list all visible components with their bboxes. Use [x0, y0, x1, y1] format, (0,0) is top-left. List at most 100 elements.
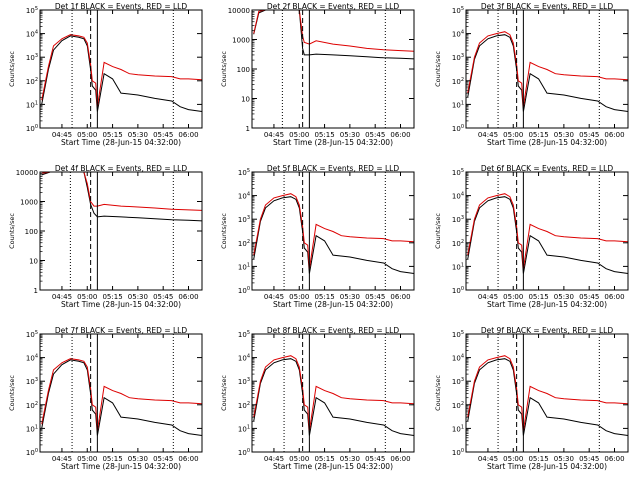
panel-title: Det 8f BLACK = Events, RED = LLD — [267, 326, 400, 335]
x-axis-label: Start Time (28-Jun-15 04:32:00) — [61, 300, 181, 309]
plot-frame — [251, 171, 415, 291]
x-tick-label: 05:00 — [503, 455, 523, 463]
y-tick-label: 1 — [246, 125, 250, 133]
x-tick-label: 05:15 — [102, 293, 122, 301]
x-tick-label: 04:45 — [52, 455, 72, 463]
panel-title: Det 3f BLACK = Events, RED = LLD — [481, 2, 614, 11]
y-axis-label: Counts/sec — [8, 375, 16, 411]
x-tick-label: 05:45 — [153, 293, 173, 301]
y-tick-label: 100 — [238, 448, 250, 457]
y-tick-label: 101 — [26, 100, 38, 109]
x-tick-label: 04:45 — [264, 455, 284, 463]
y-tick-label: 100 — [26, 124, 38, 133]
plot-frame — [39, 171, 203, 291]
x-tick-label: 05:30 — [128, 131, 148, 139]
y-tick-label: 102 — [26, 77, 38, 86]
y-tick-label: 102 — [26, 401, 38, 410]
x-axis-label: Start Time (28-Jun-15 04:32:00) — [487, 462, 607, 471]
y-tick-label: 101 — [238, 424, 250, 433]
x-axis-label: Start Time (28-Jun-15 04:32:00) — [273, 300, 393, 309]
series-line-lld — [41, 358, 203, 431]
x-tick-label: 05:15 — [528, 131, 548, 139]
plot-frame — [465, 333, 629, 453]
series-line-events — [253, 358, 415, 436]
x-tick-label: 04:45 — [264, 131, 284, 139]
y-tick-label: 104 — [238, 192, 250, 201]
y-axis-label: Counts/sec — [220, 213, 228, 249]
x-tick-label: 06:00 — [390, 455, 410, 463]
y-tick-label: 100 — [452, 124, 464, 133]
chart-panel-3: 04:45 05:00 05:15 05:30 05:45 06:00 100 101 102 1… — [434, 2, 629, 147]
y-tick-label: 102 — [452, 77, 464, 86]
panel-title: Det 2f BLACK = Events, RED = LLD — [267, 2, 400, 11]
chart-panel-6: 04:45 05:00 05:15 05:30 05:45 06:00 100 101 102 1… — [434, 164, 629, 309]
x-tick-label: 05:30 — [554, 131, 574, 139]
y-tick-label: 105 — [26, 330, 38, 339]
x-tick-label: 06:00 — [178, 293, 198, 301]
plot-frame — [39, 333, 203, 453]
y-tick-label: 105 — [238, 330, 250, 339]
y-tick-label: 103 — [26, 53, 38, 62]
x-tick-label: 05:15 — [528, 293, 548, 301]
y-tick-label: 100 — [238, 286, 250, 295]
x-tick-label: 06:00 — [604, 131, 624, 139]
x-tick-label: 05:45 — [153, 131, 173, 139]
y-tick-label: 100 — [452, 286, 464, 295]
y-tick-label: 103 — [26, 377, 38, 386]
x-tick-label: 05:00 — [503, 293, 523, 301]
x-tick-label: 05:00 — [289, 293, 309, 301]
x-tick-label: 05:15 — [314, 455, 334, 463]
y-tick-label: 105 — [452, 330, 464, 339]
x-tick-label: 04:45 — [478, 293, 498, 301]
y-axis-label: Counts/sec — [8, 51, 16, 87]
x-tick-label: 04:45 — [52, 293, 72, 301]
y-tick-label: 105 — [26, 6, 38, 15]
y-tick-label: 101 — [26, 424, 38, 433]
x-axis-label: Start Time (28-Jun-15 04:32:00) — [273, 138, 393, 147]
x-tick-label: 06:00 — [390, 131, 410, 139]
x-axis-label: Start Time (28-Jun-15 04:32:00) — [61, 138, 181, 147]
y-tick-label: 104 — [238, 354, 250, 363]
x-tick-label: 05:00 — [289, 455, 309, 463]
x-tick-label: 05:15 — [314, 293, 334, 301]
y-tick-label: 1 — [34, 287, 38, 295]
y-tick-label: 10000 — [228, 7, 250, 15]
chart-panel-9: 04:45 05:00 05:15 05:30 05:45 06:00 100 101 102 1… — [434, 326, 629, 471]
y-tick-label: 100 — [26, 448, 38, 457]
y-tick-label: 100 — [25, 228, 38, 236]
y-tick-label: 103 — [238, 377, 250, 386]
plot-frame — [251, 9, 415, 129]
x-tick-label: 05:30 — [128, 293, 148, 301]
series-line-lld — [41, 34, 203, 107]
x-tick-label: 06:00 — [390, 293, 410, 301]
x-tick-label: 05:15 — [102, 455, 122, 463]
y-axis-label: Counts/sec — [220, 375, 228, 411]
y-tick-label: 101 — [452, 262, 464, 271]
x-tick-label: 05:30 — [128, 455, 148, 463]
series-line-events — [467, 358, 629, 436]
panel-title: Det 4f BLACK = Events, RED = LLD — [55, 164, 188, 173]
y-tick-label: 1000 — [20, 199, 38, 207]
series-line-lld — [41, 171, 203, 211]
panel-title: Det 5f BLACK = Events, RED = LLD — [267, 164, 400, 173]
y-axis-label: Counts/sec — [220, 51, 228, 87]
x-tick-label: 04:45 — [264, 293, 284, 301]
x-tick-label: 05:45 — [579, 455, 599, 463]
x-tick-label: 05:15 — [528, 455, 548, 463]
y-tick-label: 100 — [452, 448, 464, 457]
series-line-lld — [253, 193, 415, 269]
y-tick-label: 100 — [237, 66, 250, 74]
x-tick-label: 05:00 — [77, 131, 97, 139]
y-axis-label: Counts/sec — [434, 213, 442, 249]
y-tick-label: 102 — [452, 239, 464, 248]
series-line-lld — [253, 355, 415, 431]
y-tick-label: 105 — [238, 168, 250, 177]
series-line-lld — [467, 193, 629, 269]
x-tick-label: 06:00 — [604, 293, 624, 301]
x-tick-label: 05:30 — [340, 455, 360, 463]
y-tick-label: 104 — [452, 30, 464, 39]
x-tick-label: 05:45 — [365, 455, 385, 463]
y-tick-label: 101 — [238, 262, 250, 271]
x-tick-label: 05:15 — [314, 131, 334, 139]
x-tick-label: 04:45 — [52, 131, 72, 139]
